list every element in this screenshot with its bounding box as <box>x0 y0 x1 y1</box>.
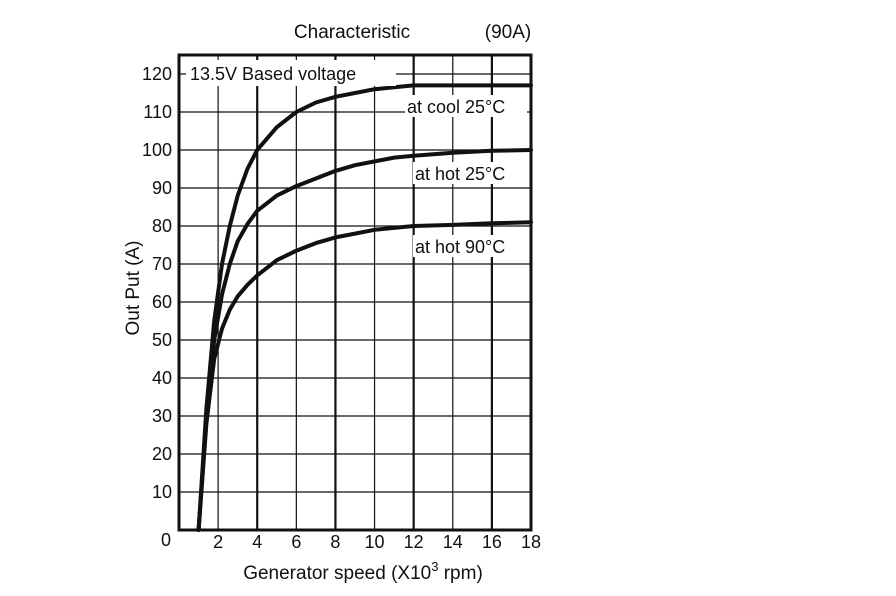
y-tick-label: 50 <box>152 330 172 350</box>
y-tick-label: 20 <box>152 444 172 464</box>
series-label-2: at hot 25°C <box>415 164 505 184</box>
series-label-background <box>405 95 527 117</box>
x-tick-label: 12 <box>404 532 424 552</box>
x-tick-label: 14 <box>443 532 463 552</box>
y-tick-label: 70 <box>152 254 172 274</box>
chart-title: Characteristic <box>294 22 410 43</box>
y-tick-label: 30 <box>152 406 172 426</box>
x-axis-label-superscript: 3 <box>431 559 438 574</box>
x-axis-label-main: Generator speed (X10 <box>243 563 431 584</box>
x-tick-label: 8 <box>330 532 340 552</box>
series-label-3: at hot 90°C <box>415 237 505 257</box>
origin-tick-label: 0 <box>161 530 171 550</box>
y-tick-label: 60 <box>152 292 172 312</box>
x-tick-label: 2 <box>213 532 223 552</box>
series-labels: at cool 25°C at hot 25°C at hot 90°C <box>405 95 527 257</box>
annotation-based-voltage: 13.5V Based voltage <box>190 64 356 84</box>
x-axis-label: Generator speed (X103 rpm) <box>243 559 483 584</box>
series-line-3 <box>196 220 533 532</box>
y-tick-label: 110 <box>143 102 172 122</box>
chart-subtitle: (90A) <box>485 22 531 43</box>
plot-frame <box>177 53 533 532</box>
series-line-2 <box>196 148 533 532</box>
x-tick-label: 10 <box>365 532 385 552</box>
x-tick-label: 18 <box>521 532 541 552</box>
y-tick-label: 40 <box>152 368 172 388</box>
series-label-1: at cool 25°C <box>407 97 505 117</box>
x-tick-label: 4 <box>252 532 262 552</box>
x-axis-label-suffix: rpm) <box>438 563 482 584</box>
series-label-background <box>413 162 527 184</box>
series-label-background <box>413 235 527 257</box>
grid <box>179 55 532 530</box>
y-tick-label: 120 <box>142 64 172 84</box>
y-tick-label: 90 <box>152 178 172 198</box>
tick-labels: 2 4 6 8 10 12 14 16 18 10 20 30 40 50 60 70 80 90 100 110 12… <box>142 64 541 552</box>
y-tick-label: 10 <box>152 482 172 502</box>
y-tick-label: 80 <box>152 216 172 236</box>
x-tick-label: 6 <box>291 532 301 552</box>
series-lines <box>196 83 533 532</box>
y-axis-label: Out Put (A) <box>123 240 144 335</box>
annotation-background <box>186 60 396 86</box>
y-tick-label: 100 <box>142 140 172 160</box>
x-tick-label: 16 <box>482 532 502 552</box>
series-line-1 <box>196 83 533 532</box>
